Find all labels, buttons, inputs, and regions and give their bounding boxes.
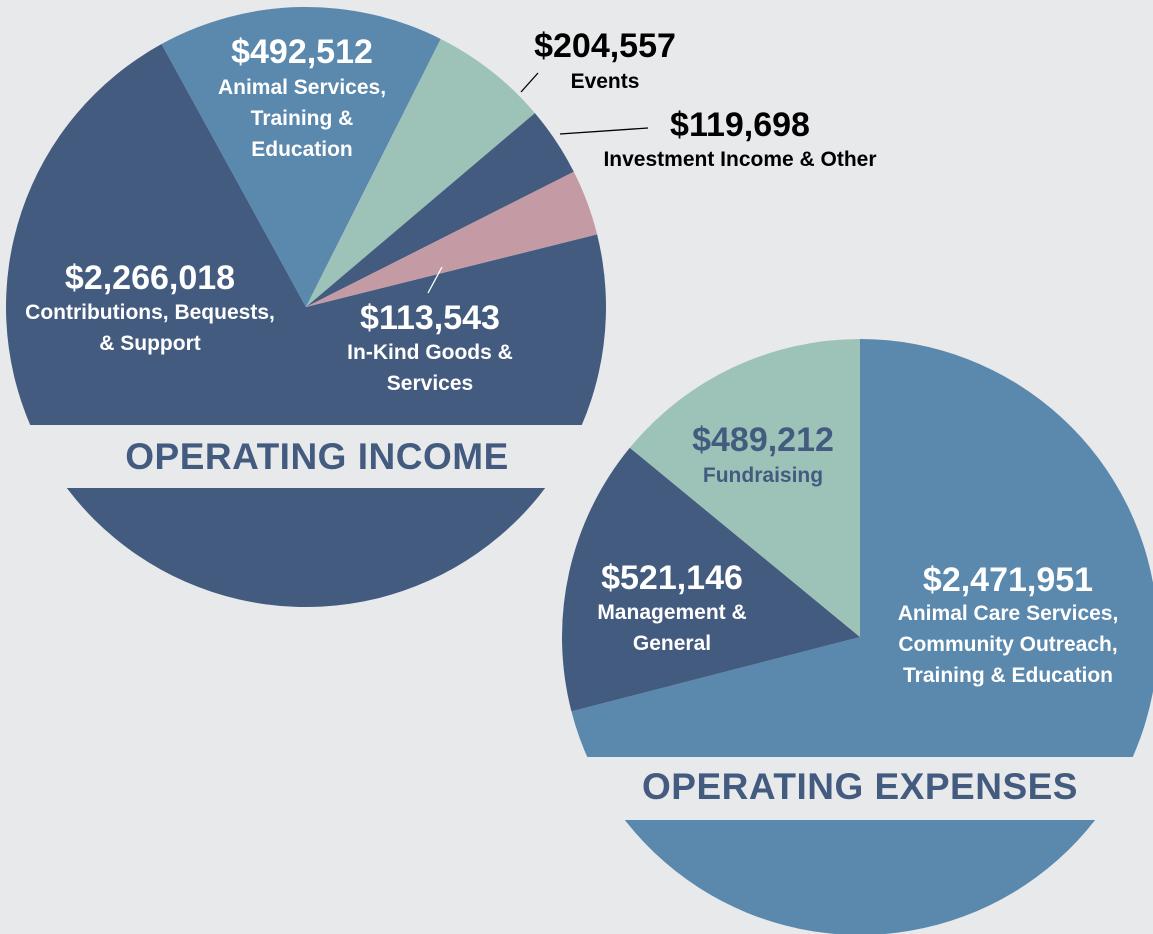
pie-slice xyxy=(306,38,535,308)
pie-slice xyxy=(161,6,441,307)
pie-slice xyxy=(629,339,860,637)
value-label: $2,471,951 xyxy=(922,561,1094,599)
category-label: Fundraising xyxy=(702,464,824,487)
value-label: $492,512 xyxy=(231,33,373,71)
chart-title: OPERATING INCOME xyxy=(125,436,509,477)
value-label: $489,212 xyxy=(692,421,834,459)
pie-slice xyxy=(561,447,860,712)
value-label: $119,698 xyxy=(670,106,810,144)
category-label: Contributions, Bequests, & Support xyxy=(25,301,275,355)
pie-slice xyxy=(306,171,598,307)
value-label: $521,146 xyxy=(601,559,743,597)
category-label: Animal Care Services, Community Outreach… xyxy=(897,602,1119,687)
title-band xyxy=(15,425,588,488)
leader-line xyxy=(559,127,649,135)
value-label: $204,557 xyxy=(534,27,676,65)
category-label: Investment Income & Other xyxy=(603,148,877,171)
leader-line xyxy=(427,266,443,294)
value-label: $2,266,018 xyxy=(64,259,236,297)
category-label: Management & General xyxy=(597,601,747,655)
category-label: In-Kind Goods & Services xyxy=(347,341,513,395)
category-label: Events xyxy=(570,70,640,93)
chart-title: OPERATING EXPENSES xyxy=(642,766,1078,807)
pie-slice xyxy=(306,113,574,307)
value-label: $113,543 xyxy=(360,299,500,337)
category-label: Animal Services, Training & Education xyxy=(217,76,387,161)
leader-line xyxy=(520,72,539,93)
title-band xyxy=(573,757,1148,820)
